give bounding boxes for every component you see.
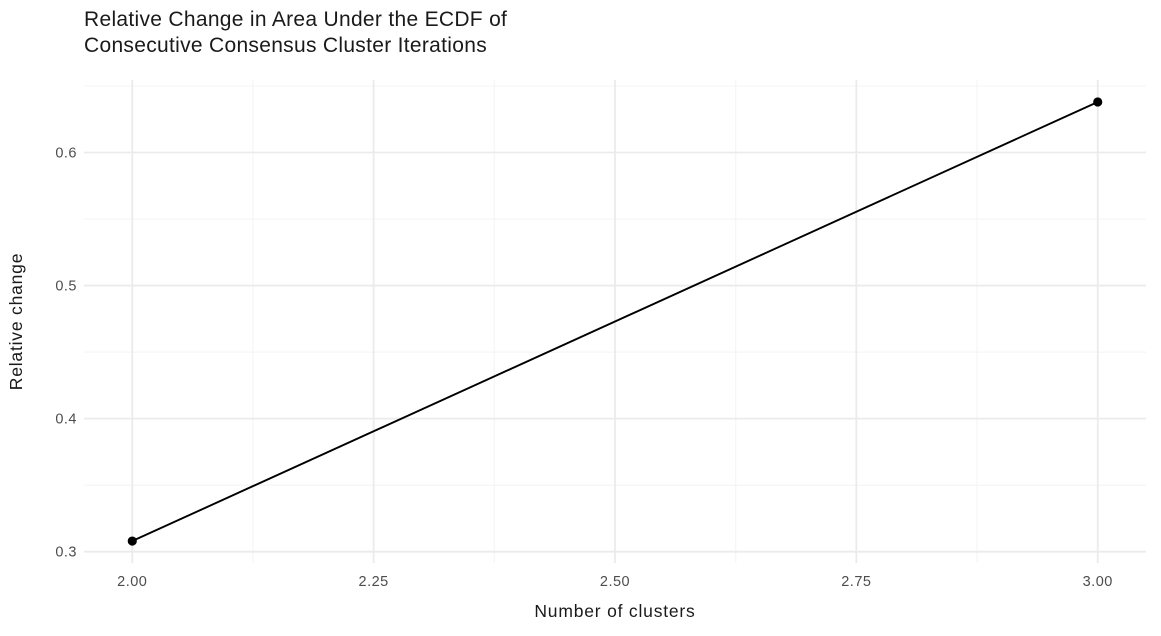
- data-point: [127, 536, 137, 546]
- chart-title: Relative Change in Area Under the ECDF o…: [84, 7, 507, 59]
- y-tick-label: 0.4: [55, 412, 77, 428]
- data-point: [1093, 97, 1103, 107]
- x-tick-label: 2.25: [359, 574, 389, 590]
- x-tick-label: 2.75: [841, 574, 871, 590]
- y-tick-label: 0.6: [55, 146, 77, 162]
- y-tick-label: 0.3: [55, 545, 77, 561]
- x-tick-label: 2.00: [117, 574, 147, 590]
- data-line: [131, 101, 1099, 542]
- y-axis-label: Relative change: [6, 253, 26, 391]
- x-axis-label: Number of clusters: [534, 601, 695, 621]
- x-tick-label: 3.00: [1083, 574, 1113, 590]
- chart-title-line-1: Relative Change in Area Under the ECDF o…: [84, 8, 508, 31]
- y-tick-label: 0.5: [55, 279, 77, 295]
- x-tick-label: 2.50: [600, 574, 630, 590]
- chart-title-line-2: Consecutive Consensus Cluster Iterations: [84, 34, 488, 57]
